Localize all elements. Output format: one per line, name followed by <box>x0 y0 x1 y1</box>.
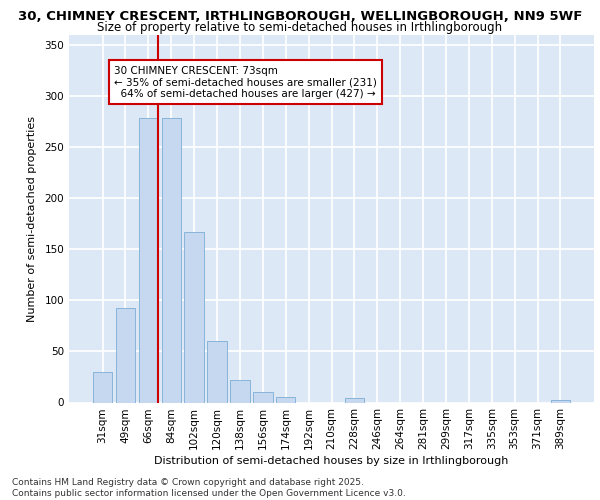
Text: Size of property relative to semi-detached houses in Irthlingborough: Size of property relative to semi-detach… <box>97 22 503 35</box>
Bar <box>161 118 181 403</box>
Text: 30, CHIMNEY CRESCENT, IRTHLINGBOROUGH, WELLINGBOROUGH, NN9 5WF: 30, CHIMNEY CRESCENT, IRTHLINGBOROUGH, W… <box>18 10 582 23</box>
Bar <box>184 232 204 402</box>
Bar <box>139 118 158 403</box>
Y-axis label: Number of semi-detached properties: Number of semi-detached properties <box>28 116 37 322</box>
Bar <box>116 308 135 402</box>
Bar <box>230 380 250 402</box>
Bar <box>276 398 295 402</box>
Bar <box>93 372 112 402</box>
Text: Contains HM Land Registry data © Crown copyright and database right 2025.
Contai: Contains HM Land Registry data © Crown c… <box>12 478 406 498</box>
X-axis label: Distribution of semi-detached houses by size in Irthlingborough: Distribution of semi-detached houses by … <box>154 456 509 466</box>
Bar <box>551 400 570 402</box>
Bar <box>208 341 227 402</box>
Bar <box>253 392 272 402</box>
Text: 30 CHIMNEY CRESCENT: 73sqm
← 35% of semi-detached houses are smaller (231)
  64%: 30 CHIMNEY CRESCENT: 73sqm ← 35% of semi… <box>114 66 377 99</box>
Bar <box>344 398 364 402</box>
